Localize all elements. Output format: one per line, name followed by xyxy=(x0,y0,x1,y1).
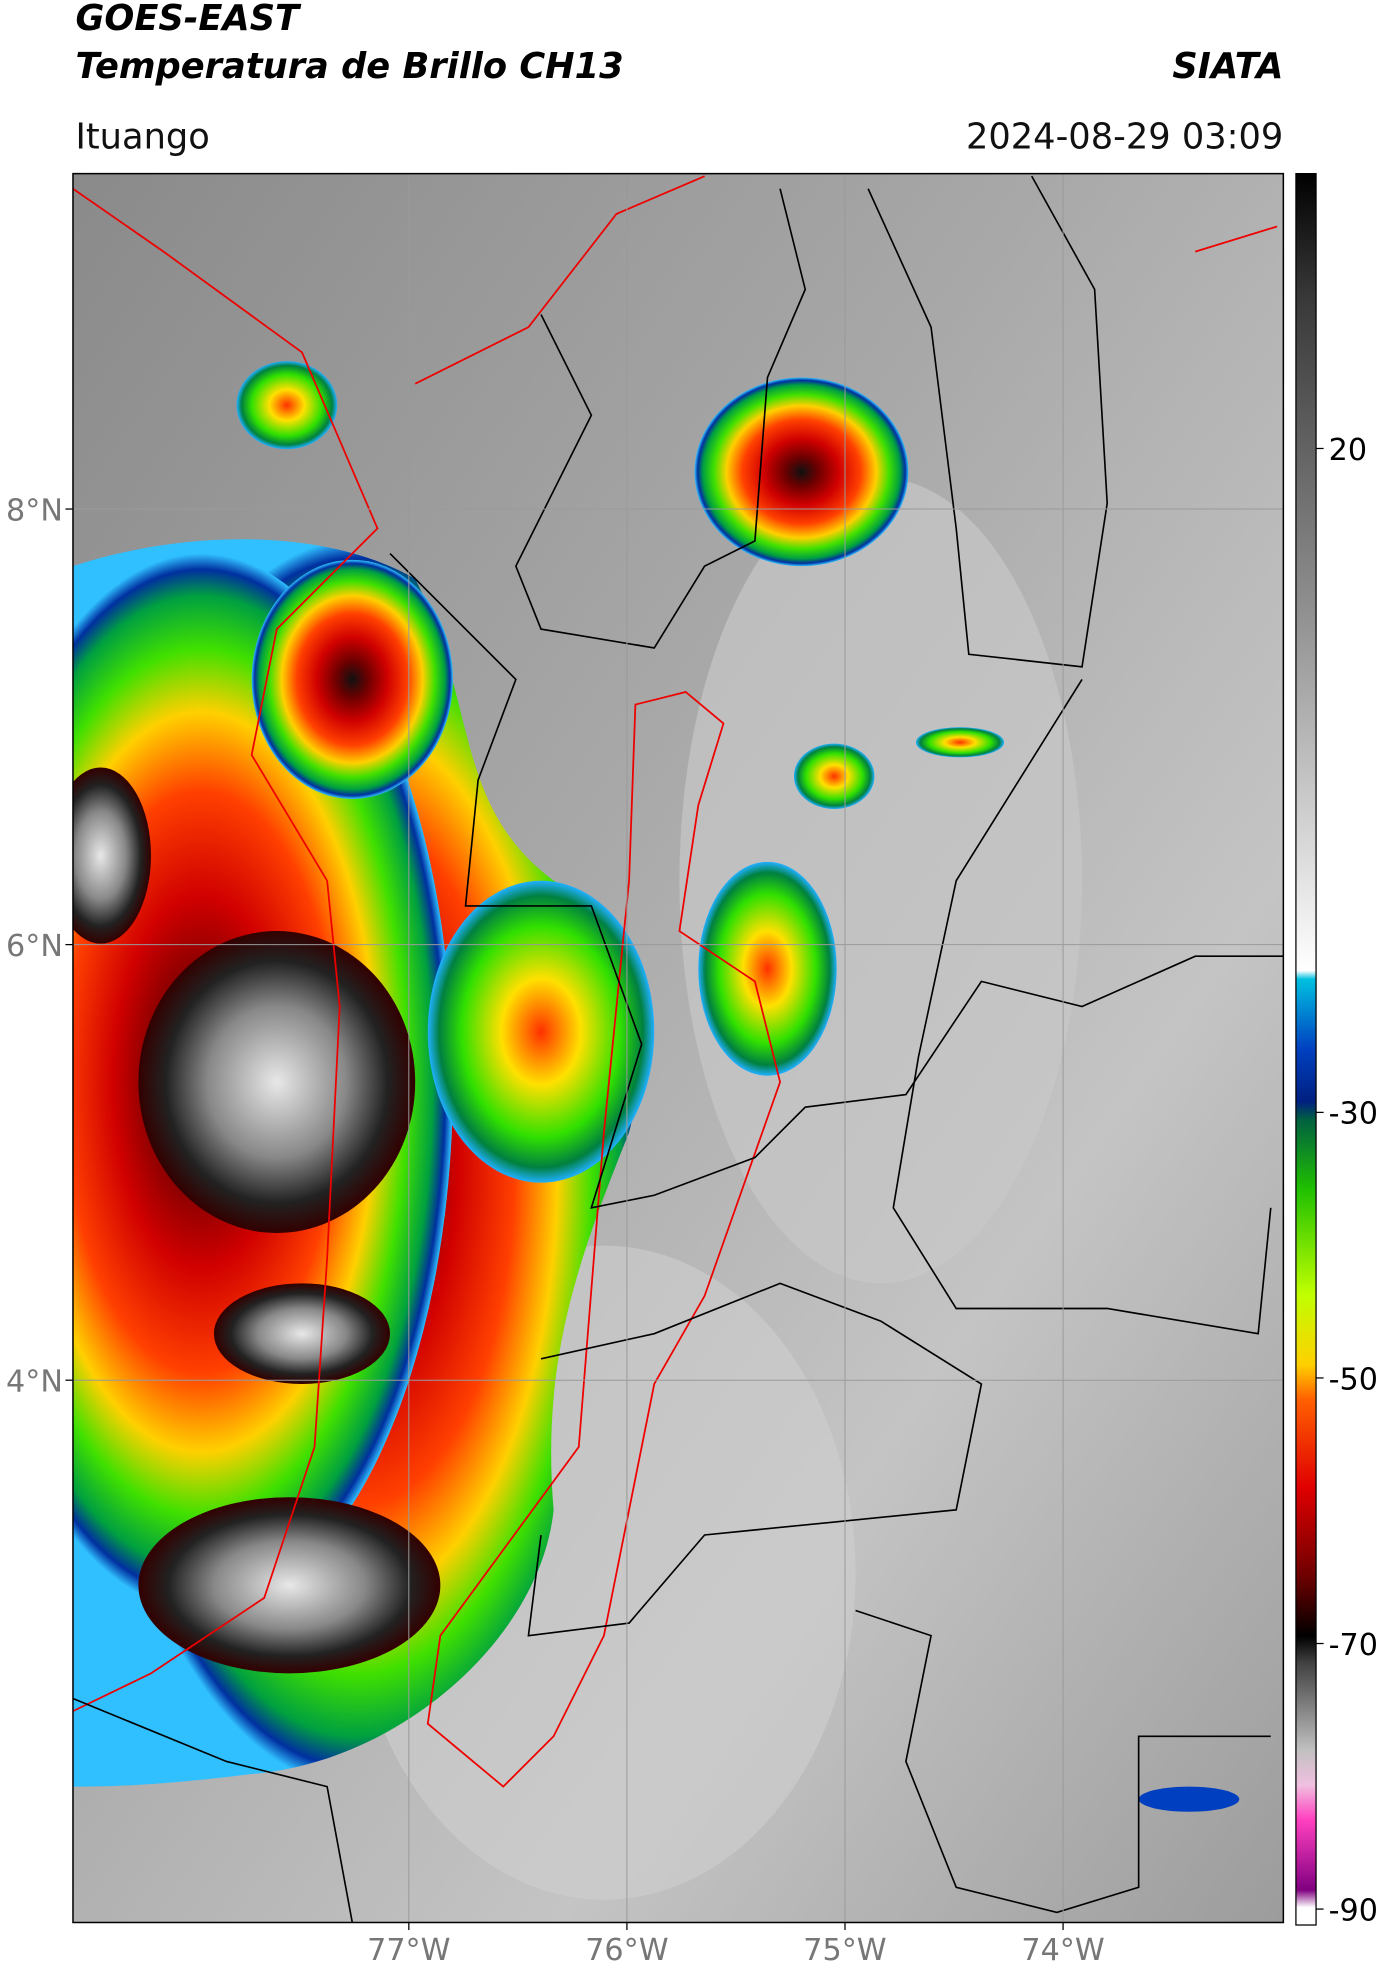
convective-system xyxy=(236,361,338,450)
convective-system xyxy=(698,861,837,1076)
boundary xyxy=(527,1282,983,1637)
colorbar-tick-label: -70 xyxy=(1329,1628,1378,1663)
cold-top xyxy=(72,767,151,944)
boundary xyxy=(414,175,705,385)
boundary xyxy=(855,1609,1271,1914)
colorbar-tick-label: -50 xyxy=(1329,1362,1378,1397)
boundary xyxy=(389,553,1284,1209)
cold-top xyxy=(213,1283,391,1384)
lon-tick-label: 75°W xyxy=(803,1933,886,1968)
map-frame xyxy=(72,172,1285,1924)
convective-system xyxy=(251,559,453,799)
colorbar xyxy=(1295,172,1317,1926)
location: Ituango xyxy=(75,116,209,157)
title-line1: GOES-EAST xyxy=(75,0,302,39)
colorbar-tick-label: -30 xyxy=(1329,1097,1378,1132)
title-line2: Temperatura de Brillo CH13 xyxy=(75,46,623,87)
boundary xyxy=(1195,225,1278,253)
lat-tick-label: 8°N xyxy=(6,493,63,528)
boundary xyxy=(867,175,1109,668)
cloud-edge xyxy=(1138,1786,1240,1812)
organization: SIATA xyxy=(1172,46,1283,87)
colorbar-tick-label: 20 xyxy=(1329,433,1367,468)
convective-system xyxy=(427,880,655,1183)
boundary xyxy=(892,678,1272,1335)
convective-system xyxy=(915,727,1005,758)
boundary xyxy=(426,691,781,1788)
lat-tick-label: 4°N xyxy=(6,1365,63,1400)
timestamp: 2024-08-29 03:09 xyxy=(966,116,1283,157)
lon-tick-label: 77°W xyxy=(367,1933,450,1968)
lon-tick-label: 76°W xyxy=(585,1933,668,1968)
lon-tick-label: 74°W xyxy=(1021,1933,1104,1968)
colorbar-tick-label: -90 xyxy=(1329,1893,1378,1928)
cold-top xyxy=(138,1497,441,1674)
cold-top xyxy=(138,931,416,1234)
map-image xyxy=(72,173,1284,1923)
graticule xyxy=(72,173,1284,1923)
convective-system xyxy=(694,377,909,567)
lat-tick-label: 6°N xyxy=(6,929,63,964)
boundary xyxy=(72,1697,354,1923)
boundary xyxy=(514,188,807,649)
convective-system xyxy=(793,743,875,810)
boundary xyxy=(72,188,379,1712)
